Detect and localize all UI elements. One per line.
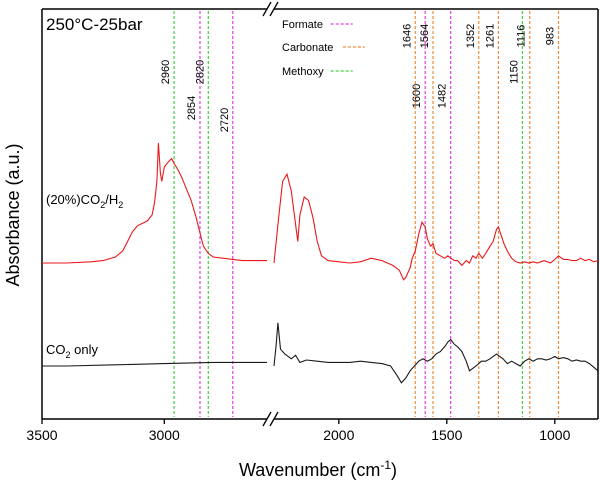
reference-label-1482: 1482 (437, 84, 449, 108)
x-tick-label: 1000 (539, 427, 570, 443)
x-tick-label: 1500 (431, 427, 462, 443)
reference-label-2820: 2820 (194, 60, 206, 84)
legend-label-carbonate: Carbonate (282, 42, 333, 54)
reference-label-2960: 2960 (160, 60, 172, 84)
reference-label-2720: 2720 (219, 108, 231, 132)
series-label-co2-h2: (20%)CO2/H2 (46, 192, 123, 210)
x-ticks: 3500 3000 2000 1500 1000 (26, 419, 571, 443)
x-tick-label: 3000 (149, 427, 180, 443)
legend: Formate Carbonate Methoxy (282, 19, 365, 78)
chart-title: 250°C-25bar (46, 15, 143, 34)
x-tick-label: 2000 (323, 427, 354, 443)
reference-label-1116: 1116 (516, 25, 528, 48)
series-label-sub: 2 (100, 200, 105, 210)
series-label-part: /H (105, 192, 118, 207)
series-label-part: only (71, 342, 99, 357)
reference-label-1600: 1600 (411, 84, 423, 108)
reference-label-1646: 1646 (401, 24, 413, 48)
reference-label-1261: 1261 (484, 24, 496, 48)
reference-lines: 2960 2854 2820 2720 1646 1600 1564 1482 1352 1261… (160, 11, 560, 417)
series-label-part: (20%)CO (46, 192, 100, 207)
legend-label-methoxy: Methoxy (282, 66, 324, 78)
series-lines (42, 142, 599, 384)
axis-break-mark (269, 411, 279, 427)
reference-label-983: 983 (544, 27, 556, 45)
series-label-co2-only: CO2 only (46, 342, 98, 360)
series-line-0 (42, 142, 599, 281)
reference-label-2854: 2854 (186, 96, 198, 120)
series-label-sub: 2 (66, 350, 71, 360)
x-tick-label: 3500 (26, 427, 57, 443)
axis-break-mark (262, 1, 272, 17)
x-axis-label: Wavenumber (cm-1) (239, 458, 397, 480)
y-axis-label: Absorbance (a.u.) (3, 143, 23, 286)
reference-label-1150: 1150 (508, 60, 520, 84)
axis-break-marks (262, 1, 279, 427)
reference-label-1564: 1564 (419, 24, 431, 48)
legend-label-formate: Formate (282, 19, 323, 31)
series-label-part: CO (46, 342, 66, 357)
axis-break-mark (262, 411, 272, 427)
reference-label-1352: 1352 (465, 24, 477, 48)
axis-break-mark (269, 1, 279, 17)
axes-frame (41, 8, 599, 420)
series-line-1 (42, 322, 599, 384)
series-label-sub: 2 (118, 200, 123, 210)
